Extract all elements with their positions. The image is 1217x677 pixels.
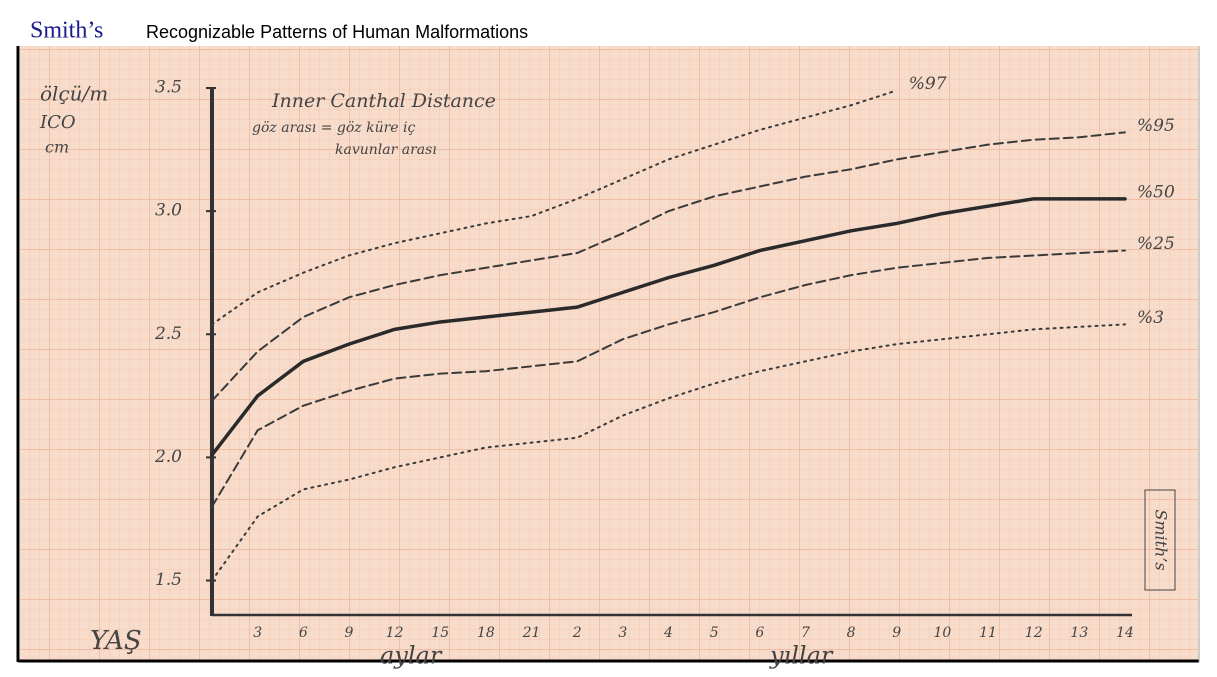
x-group-label: yıllar bbox=[769, 642, 834, 670]
y-tick-label: 3.0 bbox=[155, 201, 182, 221]
x-tick-label: 14 bbox=[1116, 625, 1134, 641]
x-tick-label: 2 bbox=[572, 625, 582, 641]
percentile-line bbox=[211, 131, 1126, 402]
chart-title: Inner Canthal Distance bbox=[271, 90, 496, 112]
series-label: %3 bbox=[1137, 308, 1164, 328]
y-label: cm bbox=[45, 138, 69, 157]
plot: 1.5 2.0 2.5 3.0 3.5 3 6 9 12 15 18 21 2 3 4 5 6 7 8 9 10 11 12… bbox=[154, 74, 1175, 641]
x-tick-label: 6 bbox=[299, 625, 308, 641]
y-tick-label: 2.5 bbox=[154, 324, 182, 344]
x-tick-label: 11 bbox=[979, 625, 997, 641]
x-tick-label: 7 bbox=[801, 625, 810, 641]
subtitle: kavunlar arası bbox=[335, 142, 437, 158]
series-label: %25 bbox=[1137, 234, 1175, 254]
series-label: %50 bbox=[1137, 182, 1175, 202]
x-tick-label: 4 bbox=[663, 625, 673, 641]
x-group-label: aylar bbox=[380, 642, 443, 670]
grid-paper bbox=[20, 46, 1198, 660]
x-tick-label: 15 bbox=[431, 625, 449, 641]
y-tick-label: 3.5 bbox=[155, 78, 182, 98]
stamp: Smith’s bbox=[1152, 509, 1171, 570]
x-tick-label: 9 bbox=[892, 625, 901, 641]
x-tick-label: 5 bbox=[710, 625, 719, 641]
percentile-line bbox=[210, 197, 1127, 457]
x-tick-label: 12 bbox=[386, 625, 404, 641]
y-tick-label: 2.0 bbox=[154, 447, 182, 467]
x-tick-label: 13 bbox=[1070, 625, 1088, 641]
y-label: ICO bbox=[39, 112, 76, 133]
x-tick-label: 10 bbox=[933, 625, 951, 641]
series-label: %97 bbox=[909, 74, 947, 94]
x-tick-label: 8 bbox=[847, 625, 856, 641]
subtitle: göz arası = göz küre iç bbox=[252, 120, 416, 136]
x-tick-label: 18 bbox=[477, 625, 495, 641]
y-tick-label: 1.5 bbox=[155, 570, 182, 590]
stamp-box bbox=[1144, 489, 1176, 591]
x-tick-label: 21 bbox=[522, 625, 541, 641]
y-label: ölçü/m bbox=[40, 82, 108, 106]
x-tick-label: 3 bbox=[253, 625, 262, 641]
series-label: %95 bbox=[1137, 116, 1175, 136]
percentile-line bbox=[211, 323, 1126, 582]
header-title: Recognizable Patterns of Human Malformat… bbox=[146, 22, 528, 42]
x-tick-label: 6 bbox=[755, 625, 764, 641]
x-tick-label: 9 bbox=[344, 625, 353, 641]
percentile-line bbox=[211, 249, 1126, 508]
brand: Smith’s bbox=[30, 18, 103, 44]
percentile-line bbox=[211, 89, 898, 326]
x-tick-label: 3 bbox=[618, 625, 627, 641]
x-tick-label: 12 bbox=[1025, 625, 1043, 641]
x-label: YAŞ bbox=[90, 626, 142, 656]
